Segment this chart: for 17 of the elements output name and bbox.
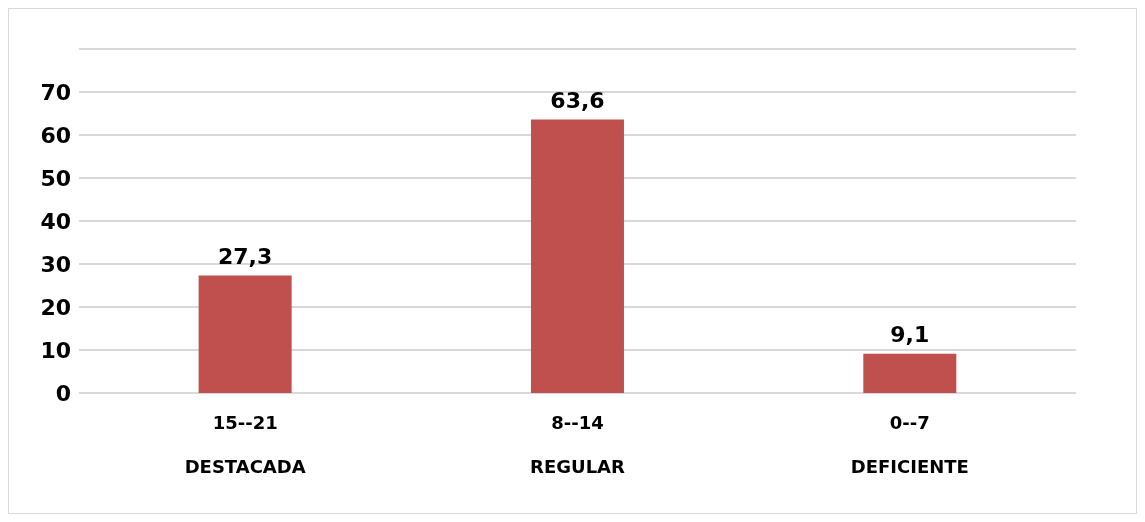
- category-label: 15--21 DESTACADA: [184, 412, 306, 477]
- bar: [530, 119, 624, 393]
- data-label: 27,3: [218, 243, 273, 269]
- data-label: 63,6: [550, 87, 605, 113]
- y-tick-label: 30: [40, 251, 71, 277]
- y-tick-label: 20: [40, 294, 71, 320]
- data-label: 9,1: [890, 321, 930, 347]
- y-tick-label: 60: [40, 122, 71, 148]
- category-label: 0--7 DEFICIENTE: [850, 412, 969, 477]
- bar: [863, 353, 957, 393]
- y-tick-label: 0: [55, 380, 71, 406]
- category-label: 8--14 REGULAR: [530, 412, 625, 477]
- y-tick-label: 70: [40, 79, 71, 105]
- y-tick-label: 10: [40, 337, 71, 363]
- y-tick-label: 50: [40, 165, 71, 191]
- bar: [198, 275, 292, 393]
- y-tick-label: 40: [40, 208, 71, 234]
